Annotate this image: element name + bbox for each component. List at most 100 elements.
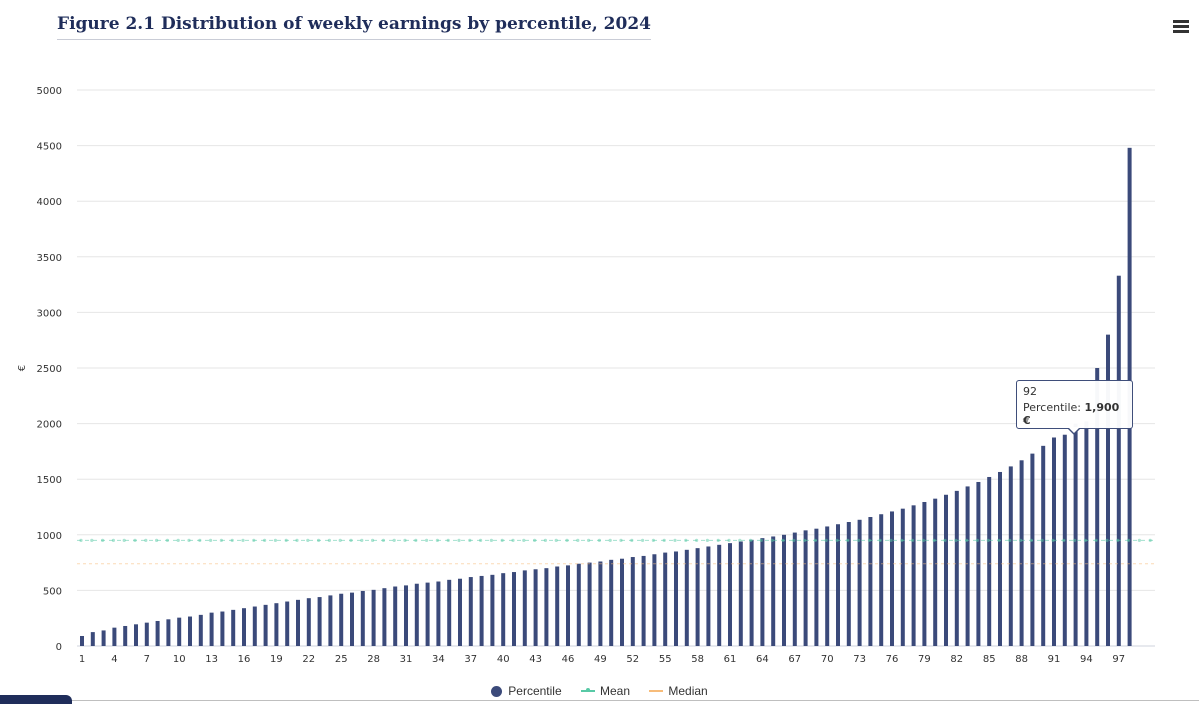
bar-percentile-26[interactable] [350, 592, 354, 646]
bar-percentile-3[interactable] [101, 630, 106, 646]
bar-percentile-44[interactable] [544, 568, 549, 646]
bar-percentile-7[interactable] [144, 622, 149, 646]
bar-percentile-49[interactable] [598, 561, 603, 646]
bar-percentile-59[interactable] [706, 546, 711, 646]
bar-percentile-71[interactable] [836, 524, 840, 646]
bar-percentile-76[interactable] [890, 511, 894, 646]
legend-item-mean[interactable]: Mean [580, 683, 630, 698]
bar-percentile-48[interactable] [587, 562, 592, 646]
bar-percentile-96[interactable] [1106, 334, 1110, 646]
bar-percentile-22[interactable] [306, 598, 311, 646]
bar-percentile-56[interactable] [674, 551, 678, 646]
bar-percentile-95[interactable] [1095, 368, 1100, 646]
bar-percentile-28[interactable] [371, 589, 376, 646]
bar-percentile-62[interactable] [738, 541, 743, 646]
bar-percentile-23[interactable] [317, 597, 322, 646]
bar-percentile-18[interactable] [263, 604, 268, 646]
bar-percentile-77[interactable] [900, 508, 905, 646]
bar-percentile-42[interactable] [522, 570, 527, 646]
bar-percentile-32[interactable] [414, 583, 419, 646]
bar-percentile-38[interactable] [479, 575, 484, 646]
bar-percentile-5[interactable] [123, 625, 128, 646]
bar-percentile-40[interactable] [501, 573, 506, 646]
bar-percentile-27[interactable] [360, 590, 365, 646]
bar-percentile-97[interactable] [1116, 275, 1121, 646]
bar-percentile-65[interactable] [771, 536, 776, 646]
bar-percentile-73[interactable] [857, 519, 862, 646]
bar-percentile-63[interactable] [749, 539, 754, 646]
bar-percentile-61[interactable] [728, 543, 732, 646]
bar-percentile-20[interactable] [285, 601, 290, 646]
bar-percentile-2[interactable] [90, 632, 95, 646]
bar-percentile-11[interactable] [188, 616, 192, 646]
bar-percentile-83[interactable] [965, 486, 970, 646]
bar-percentile-46[interactable] [566, 565, 570, 646]
bar-percentile-29[interactable] [382, 588, 387, 646]
bar-percentile-60[interactable] [717, 544, 722, 646]
bar-percentile-64[interactable] [760, 538, 765, 646]
bar-percentile-90[interactable] [1041, 445, 1046, 646]
bar-percentile-88[interactable] [1019, 460, 1024, 646]
bar-percentile-9[interactable] [166, 619, 171, 646]
bar-percentile-13[interactable] [209, 612, 214, 646]
bar-percentile-54[interactable] [652, 554, 657, 646]
bar-percentile-80[interactable] [933, 498, 938, 646]
bar-percentile-87[interactable] [1008, 466, 1013, 646]
bar-percentile-55[interactable] [663, 552, 668, 646]
hamburger-menu-icon[interactable] [1170, 18, 1192, 38]
bar-percentile-39[interactable] [490, 574, 495, 646]
bar-percentile-12[interactable] [198, 614, 203, 646]
bar-percentile-37[interactable] [468, 577, 473, 646]
bar-percentile-34[interactable] [436, 581, 441, 646]
bar-percentile-67[interactable] [792, 532, 797, 646]
bottom-tab[interactable] [0, 695, 72, 704]
bar-percentile-15[interactable] [231, 609, 236, 646]
bar-percentile-74[interactable] [868, 517, 873, 646]
bar-percentile-1[interactable] [80, 635, 84, 646]
bar-percentile-36[interactable] [458, 578, 462, 646]
bar-percentile-82[interactable] [954, 490, 959, 646]
bar-percentile-19[interactable] [274, 603, 279, 646]
bar-percentile-58[interactable] [695, 548, 700, 646]
bar-percentile-31[interactable] [404, 585, 408, 646]
bar-percentile-17[interactable] [252, 606, 257, 646]
bar-percentile-10[interactable] [177, 617, 182, 646]
bar-percentile-30[interactable] [393, 586, 398, 646]
bar-percentile-93[interactable] [1073, 423, 1078, 646]
bar-percentile-79[interactable] [922, 501, 927, 646]
bar-percentile-6[interactable] [134, 624, 138, 646]
bar-percentile-57[interactable] [684, 549, 689, 646]
bar-percentile-47[interactable] [576, 563, 581, 646]
legend-item-median[interactable]: Median [649, 683, 708, 698]
bar-percentile-43[interactable] [533, 569, 538, 646]
bar-percentile-53[interactable] [641, 555, 646, 646]
bar-percentile-52[interactable] [630, 557, 635, 646]
bar-percentile-91[interactable] [1052, 437, 1056, 647]
bar-percentile-25[interactable] [339, 593, 344, 646]
bar-percentile-21[interactable] [296, 599, 300, 646]
bar-percentile-85[interactable] [987, 476, 992, 646]
bar-percentile-81[interactable] [944, 494, 948, 646]
bar-percentile-8[interactable] [155, 620, 160, 646]
bar-percentile-35[interactable] [447, 579, 452, 646]
legend-item-percentile[interactable]: Percentile [491, 683, 562, 698]
bar-percentile-50[interactable] [609, 559, 614, 646]
bar-percentile-51[interactable] [620, 558, 624, 646]
bar-percentile-72[interactable] [846, 522, 851, 646]
bar-percentile-41[interactable] [512, 572, 516, 646]
bar-percentile-4[interactable] [112, 627, 117, 646]
bar-percentile-69[interactable] [814, 528, 819, 646]
bar-percentile-45[interactable] [555, 566, 560, 646]
bar-percentile-75[interactable] [879, 514, 884, 646]
bar-percentile-94[interactable] [1084, 421, 1089, 646]
bar-percentile-24[interactable] [328, 595, 333, 646]
bar-percentile-33[interactable] [425, 582, 430, 646]
bar-percentile-14[interactable] [220, 611, 225, 646]
bar-percentile-86[interactable] [998, 471, 1002, 646]
bar-percentile-89[interactable] [1030, 453, 1035, 646]
bar-percentile-78[interactable] [911, 505, 916, 646]
bar-percentile-70[interactable] [825, 526, 830, 646]
bar-percentile-68[interactable] [803, 530, 808, 646]
bar-percentile-16[interactable] [242, 608, 246, 646]
bar-percentile-66[interactable] [782, 534, 786, 646]
